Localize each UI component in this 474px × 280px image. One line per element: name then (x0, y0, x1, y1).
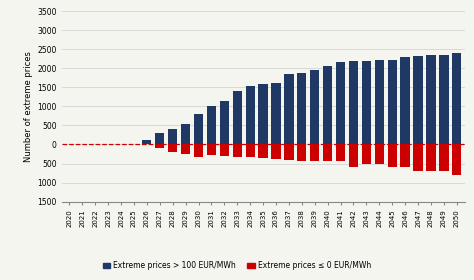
Bar (258, 144, 268, 158)
Bar (181, 123, 190, 144)
Bar (362, 61, 371, 144)
Legend: Extreme prices > 100 EUR/MWh, Extreme prices ≤ 0 EUR/MWh: Extreme prices > 100 EUR/MWh, Extreme pr… (100, 258, 374, 273)
Bar (388, 60, 397, 144)
Bar (413, 144, 423, 171)
Bar (310, 144, 319, 161)
Bar (297, 73, 307, 144)
Bar (374, 144, 384, 164)
Bar (452, 144, 461, 175)
Bar (168, 129, 177, 144)
Bar (155, 133, 164, 144)
Bar (336, 144, 345, 161)
Bar (362, 144, 371, 164)
Bar (388, 144, 397, 167)
Bar (323, 66, 332, 144)
Bar (310, 70, 319, 144)
Bar (271, 83, 281, 144)
Bar (323, 144, 332, 161)
Bar (426, 144, 436, 171)
Bar (439, 55, 448, 144)
Bar (452, 53, 461, 144)
Bar (194, 114, 203, 144)
Bar (233, 91, 242, 144)
Bar (181, 144, 190, 154)
Bar (401, 144, 410, 167)
Bar (246, 144, 255, 157)
Bar (297, 144, 307, 161)
Bar (349, 144, 358, 167)
Bar (219, 144, 229, 156)
Bar (413, 56, 423, 144)
Bar (439, 144, 448, 171)
Bar (349, 61, 358, 144)
Bar (258, 83, 268, 144)
Bar (246, 86, 255, 144)
Bar (207, 144, 216, 155)
Bar (142, 140, 152, 144)
Bar (336, 62, 345, 144)
Bar (207, 106, 216, 144)
Bar (374, 60, 384, 144)
Y-axis label: Number of extreme prices: Number of extreme prices (24, 51, 33, 162)
Bar (271, 144, 281, 159)
Bar (284, 74, 293, 144)
Bar (401, 57, 410, 144)
Bar (233, 144, 242, 157)
Bar (155, 144, 164, 148)
Bar (284, 144, 293, 160)
Bar (426, 55, 436, 144)
Bar (194, 144, 203, 157)
Bar (219, 101, 229, 144)
Bar (168, 144, 177, 152)
